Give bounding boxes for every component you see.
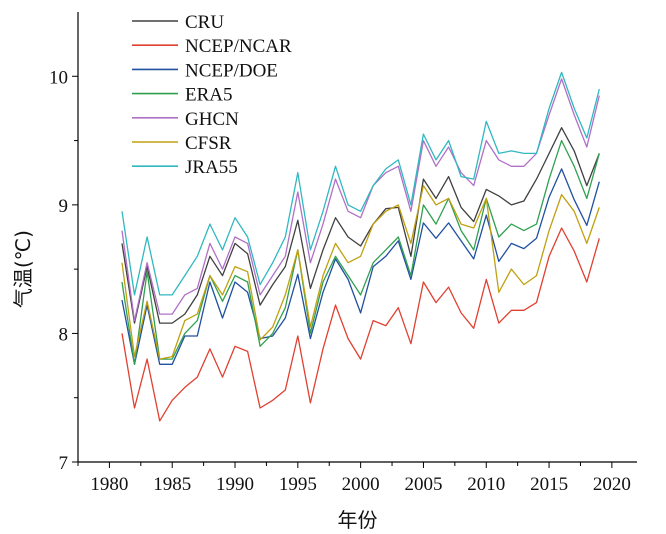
x-tick-label: 2005 [404, 474, 442, 495]
y-axis: 7 8 9 10 [49, 67, 78, 474]
y-tick-label: 10 [49, 67, 68, 88]
legend: CRU NCEP/NCAR NCEP/DOE ERA5 GHCN CFSR JRA55 [132, 12, 292, 178]
legend-label-jra55: JRA55 [185, 157, 238, 178]
series-line-cru [121, 127, 600, 324]
legend-label-cfsr: CFSR [185, 133, 232, 154]
plot-frame [77, 12, 637, 463]
legend-label-ncep-doe: NCEP/DOE [185, 60, 278, 81]
series-line-cfsr [121, 184, 600, 360]
y-tick-label: 7 [59, 453, 69, 474]
x-tick-label: 1980 [90, 474, 128, 495]
y-tick-label: 9 [59, 196, 69, 217]
series-line-ghcn [121, 78, 600, 322]
legend-label-ghcn: GHCN [185, 109, 239, 130]
x-tick-label: 2015 [530, 474, 568, 495]
x-tick-label: 2000 [342, 474, 380, 495]
x-axis: 1980 1985 1990 1995 2000 2005 2010 2015 2020 [77, 462, 631, 495]
legend-label-cru: CRU [185, 12, 224, 33]
x-tick-label: 1990 [216, 474, 254, 495]
y-axis-title: 气温(℃) [11, 230, 35, 308]
x-tick-label: 1985 [153, 474, 191, 495]
series-line-ncep-ncar [121, 227, 600, 422]
legend-label-era5: ERA5 [185, 85, 233, 106]
series-line-ncep-doe [121, 168, 600, 365]
y-tick-label: 8 [59, 324, 69, 345]
x-tick-label: 1995 [279, 474, 317, 495]
legend-label-ncep-ncar: NCEP/NCAR [185, 36, 292, 57]
x-axis-title: 年份 [338, 508, 378, 532]
x-tick-label: 2010 [467, 474, 505, 495]
series-line-jra55 [121, 71, 600, 296]
series-line-era5 [121, 139, 600, 365]
x-tick-label: 2020 [593, 474, 631, 495]
series-layer [121, 71, 600, 422]
